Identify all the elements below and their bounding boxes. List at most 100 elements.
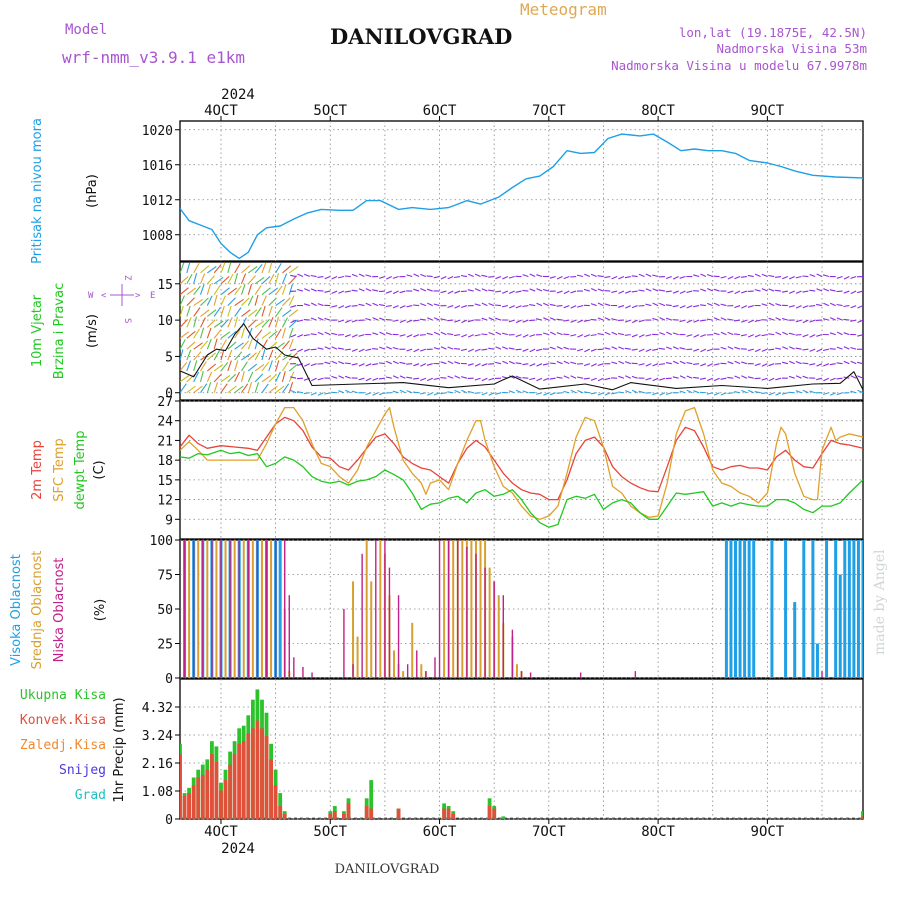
wind-barb [768,363,775,367]
precip-bar [269,759,273,819]
wind-barb [268,316,274,328]
wind-barb [529,288,536,292]
wind-barb [802,319,809,324]
wind-barb [351,334,358,338]
wind-barb [220,349,225,361]
wind-barb [433,275,440,279]
wind-barb [829,302,836,307]
wind-barb [850,305,857,309]
wind-barb [440,392,447,395]
precip-bar [369,780,374,819]
wind-barb [474,392,481,394]
wind-barb [275,273,280,284]
wind-barb [227,330,237,339]
wind-barb [385,290,392,294]
wind-barb [227,305,232,317]
wind-barb [631,334,638,338]
wind-barb [659,377,666,381]
wind-barb [857,319,863,324]
precip-bar [228,764,232,819]
wind-barb [247,363,258,372]
precip-bar [191,785,196,819]
panel-frame-1 [179,120,864,262]
y-tick-label: 5 [165,350,173,365]
wind-barb [597,363,604,367]
wind-barb [576,376,584,379]
wind-barb [734,290,741,295]
wind-barb [406,274,413,278]
wind-barb [488,392,495,396]
wind-barb [399,319,406,324]
wind-barb [392,276,399,279]
wind-barb [843,276,850,280]
wind-barb [419,334,426,336]
wind-barb [624,290,631,294]
wind-barb [447,346,454,350]
compass-arrow-right: > [135,291,141,301]
wind-barb [227,262,232,274]
model-altitude-label: Nadmorska Visina u modelu 67.9978m [611,58,867,73]
pressure-line [180,133,863,260]
wind-barb [713,332,720,336]
wind-barb [734,360,741,365]
wind-barb [727,331,734,336]
wind-barb [672,376,679,379]
y-tick-label: 15 [157,474,173,489]
wind-barb [200,265,210,274]
wind-barb [186,273,193,285]
wind-barb [281,273,288,284]
wind-barb [447,391,454,394]
wind-barb [515,319,522,324]
wind-barb [385,332,392,336]
y-tick-label: 1016 [142,159,173,174]
wind-barb [741,389,748,394]
wind-barb [324,346,331,350]
wind-barb [240,284,246,295]
wind-barb [261,262,267,274]
wind-barb [658,363,666,366]
wind-barb [761,348,768,352]
wind-barb [747,305,754,308]
precip-bar [342,813,346,819]
precip-bar [278,806,283,819]
wind-barb [850,375,857,379]
wind-barb [747,389,754,394]
wind-barb [748,319,754,324]
wind-barb [549,346,556,350]
wind-barb [254,307,262,317]
wind-barb [693,376,700,379]
wind-barb [576,274,584,278]
wind-barb [193,316,198,328]
precip-legend: Ukupna Kisa Konvek.Kisa Zaledj.Kisa Snij… [20,688,106,803]
wind-barb [543,302,550,307]
pressure-ylabel: Pritisak na nivou mora [30,118,45,264]
precip-bar [364,806,369,819]
watermark: made by Angel [872,549,888,655]
wind-barb [420,273,427,278]
wind-barb [420,348,427,352]
wind-barb [665,304,672,307]
wind-barb [461,319,468,324]
wind-barb [816,288,823,292]
y-tick-label: 0 [165,387,173,402]
wind-barb [331,346,338,350]
wind-barb [857,375,863,379]
wind-barb [782,346,789,350]
wind-barb [447,305,454,309]
wind-barb [303,319,310,321]
wind-barb [542,332,549,336]
wind-barb [549,377,556,380]
wind-barb [460,376,468,379]
wind-barb [474,377,481,381]
cloud-ylabel-1: Visoka Oblacnost [9,554,24,666]
wind-barb [495,290,502,293]
wind-barb [268,373,278,383]
wind-barb [775,303,782,307]
wind-barb [501,305,508,308]
wind-barb [782,276,789,280]
time-tick-bottom: 5OCT [313,824,347,840]
wind-barb [809,319,816,323]
wind-barb [563,375,570,379]
wind-barb [296,319,304,323]
wind-barb [386,276,392,280]
